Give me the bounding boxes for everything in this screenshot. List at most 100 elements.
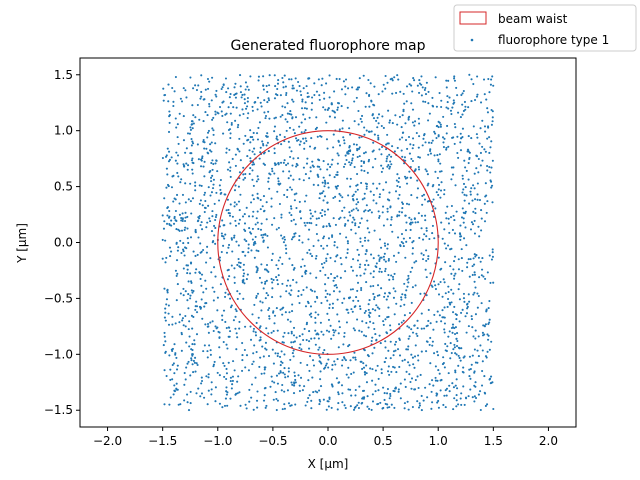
fluorophore-point: [391, 230, 394, 233]
fluorophore-point: [386, 243, 389, 246]
fluorophore-point: [305, 194, 308, 197]
fluorophore-point: [181, 319, 184, 322]
fluorophore-point: [190, 359, 193, 362]
fluorophore-point: [423, 198, 427, 201]
fluorophore-point: [277, 180, 280, 183]
fluorophore-point: [308, 177, 311, 180]
fluorophore-point: [248, 215, 251, 218]
fluorophore-point: [214, 162, 217, 165]
fluorophore-point: [457, 403, 460, 406]
fluorophore-point: [461, 92, 464, 95]
fluorophore-point: [186, 132, 190, 135]
fluorophore-point: [168, 354, 171, 357]
fluorophore-point: [344, 163, 347, 166]
fluorophore-point: [453, 397, 456, 400]
fluorophore-point: [234, 224, 238, 227]
fluorophore-point: [462, 182, 466, 186]
fluorophore-point: [358, 155, 361, 158]
fluorophore-point: [247, 369, 250, 372]
fluorophore-point: [474, 329, 477, 332]
fluorophore-point: [393, 366, 396, 369]
fluorophore-point: [190, 314, 193, 317]
fluorophore-point: [402, 131, 405, 134]
fluorophore-point: [336, 171, 339, 174]
fluorophore-point: [207, 204, 210, 207]
fluorophore-point: [400, 126, 403, 129]
fluorophore-point: [481, 145, 484, 148]
fluorophore-point: [256, 192, 259, 195]
fluorophore-point: [360, 330, 363, 333]
fluorophore-point: [210, 150, 213, 153]
fluorophore-point: [440, 181, 443, 184]
fluorophore-point: [275, 374, 279, 377]
fluorophore-point: [393, 313, 396, 316]
fluorophore-point: [336, 184, 339, 187]
fluorophore-point: [267, 332, 270, 335]
fluorophore-point: [481, 334, 485, 337]
fluorophore-point: [241, 93, 244, 96]
fluorophore-point: [367, 303, 370, 306]
fluorophore-point: [386, 165, 389, 168]
fluorophore-point: [221, 314, 224, 317]
fluorophore-point: [286, 162, 290, 165]
fluorophore-point: [251, 135, 254, 139]
fluorophore-point: [299, 343, 302, 346]
fluorophore-point: [398, 354, 402, 357]
fluorophore-point: [255, 296, 258, 299]
fluorophore-point: [249, 136, 252, 139]
fluorophore-point: [360, 286, 363, 290]
fluorophore-point: [442, 278, 445, 281]
fluorophore-point: [479, 408, 482, 412]
fluorophore-point: [298, 335, 301, 338]
fluorophore-point: [195, 333, 199, 336]
fluorophore-point: [406, 400, 409, 403]
fluorophore-point: [418, 91, 421, 94]
fluorophore-point: [225, 372, 228, 375]
fluorophore-point: [177, 142, 180, 145]
fluorophore-point: [206, 325, 209, 328]
fluorophore-point: [389, 357, 392, 360]
fluorophore-point: [208, 102, 211, 106]
fluorophore-point: [430, 407, 433, 410]
fluorophore-point: [424, 386, 427, 389]
fluorophore-point: [261, 140, 264, 143]
fluorophore-point: [255, 180, 258, 183]
fluorophore-point: [426, 396, 429, 399]
fluorophore-point: [337, 154, 340, 157]
fluorophore-point: [420, 94, 423, 97]
fluorophore-point: [487, 125, 490, 128]
fluorophore-point: [265, 218, 268, 221]
fluorophore-point: [310, 102, 314, 105]
fluorophore-point: [276, 399, 279, 402]
fluorophore-point: [250, 396, 253, 399]
fluorophore-point: [388, 373, 391, 376]
fluorophore-point: [361, 244, 364, 247]
fluorophore-point: [405, 348, 408, 351]
fluorophore-point: [310, 108, 313, 111]
fluorophore-point: [280, 350, 283, 353]
fluorophore-point: [174, 209, 177, 213]
fluorophore-point: [376, 364, 379, 367]
fluorophore-point: [276, 382, 279, 385]
fluorophore-point: [459, 132, 462, 135]
fluorophore-point: [486, 200, 489, 203]
fluorophore-point: [184, 89, 187, 92]
fluorophore-point: [288, 112, 291, 115]
fluorophore-point: [175, 382, 178, 385]
fluorophore-point: [361, 367, 364, 371]
fluorophore-point: [168, 246, 172, 249]
fluorophore-point: [363, 239, 367, 242]
fluorophore-point: [176, 154, 180, 157]
fluorophore-point: [467, 325, 470, 328]
fluorophore-point: [460, 311, 463, 314]
fluorophore-point: [425, 81, 428, 84]
fluorophore-point: [443, 316, 446, 319]
fluorophore-point: [429, 322, 432, 325]
fluorophore-point: [450, 166, 453, 169]
fluorophore-point: [373, 327, 376, 331]
fluorophore-point: [490, 140, 493, 143]
fluorophore-point: [207, 389, 210, 392]
fluorophore-point: [319, 212, 322, 215]
fluorophore-point: [410, 377, 414, 380]
fluorophore-point: [176, 249, 179, 252]
